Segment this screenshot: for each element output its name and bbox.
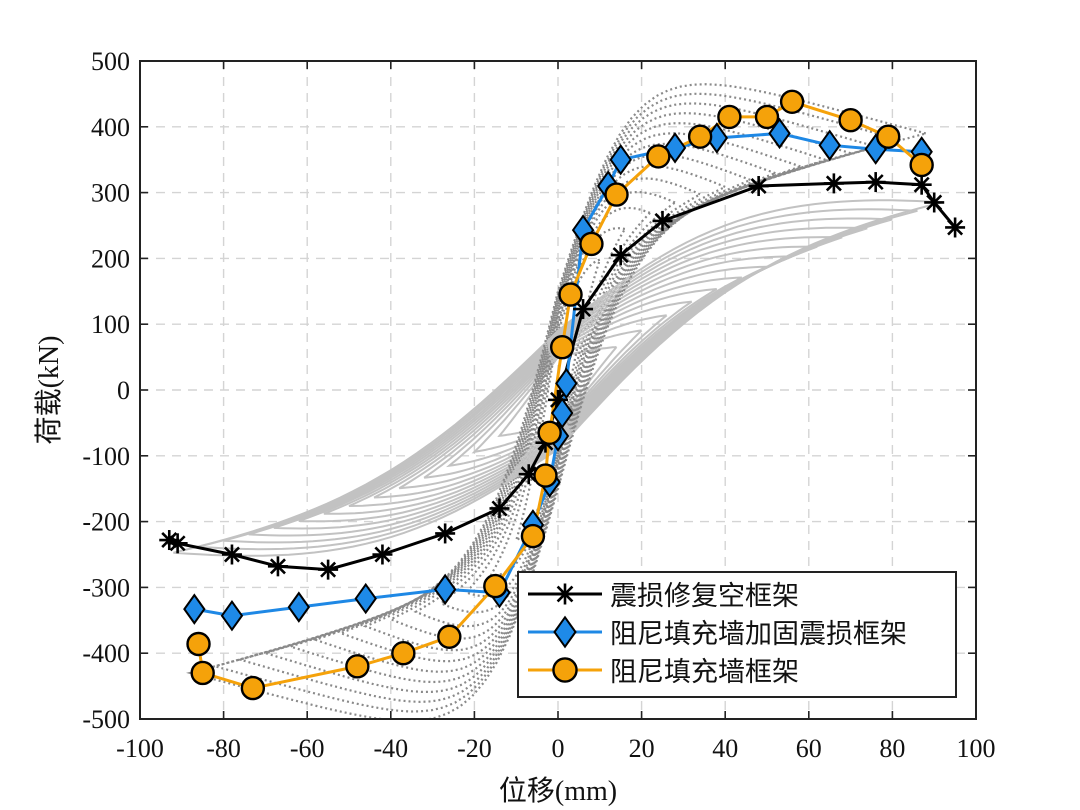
series-2-point [354, 582, 377, 615]
series-1-point [865, 172, 886, 193]
legend-marks [528, 583, 602, 683]
series-1-point [267, 556, 288, 577]
series-1-point [435, 523, 456, 544]
y-tick-label: 400 [91, 113, 130, 142]
hysteresis-loop-dotted [312, 132, 801, 673]
legend: 震损修复空框架 阻尼填充墙加固震损框架 阻尼填充墙框架 [517, 571, 957, 698]
y-axis-label: 荷载(kN) [33, 336, 65, 445]
legend-label-3: 阻尼填充墙框架 [610, 657, 799, 687]
hysteresis-loop [323, 255, 793, 515]
x-tick-label: 80 [879, 734, 905, 763]
series-1-point [652, 210, 673, 231]
legend-label-1: 震损修复空框架 [610, 581, 799, 611]
series-1-point [911, 174, 932, 195]
series-2-point [818, 129, 841, 161]
series-3-point [909, 152, 934, 178]
series-1-point [573, 299, 594, 320]
series-group [159, 89, 966, 701]
hysteresis-loop [445, 314, 668, 468]
hysteresis-loop [173, 199, 943, 557]
legend-marker-1 [554, 583, 576, 605]
y-tick-label: -400 [82, 639, 130, 668]
series-2-point [183, 593, 206, 625]
hysteresis-loop [373, 276, 743, 499]
series-3-point [876, 124, 901, 149]
series-3-point [345, 654, 370, 679]
x-tick-label: 40 [712, 734, 738, 763]
x-tick-label: -40 [373, 734, 408, 763]
x-tick-label: 100 [957, 734, 996, 763]
x-tick-label: 60 [796, 734, 822, 763]
series-2-point [609, 143, 632, 176]
series-1-point [159, 530, 180, 551]
series-3-point [190, 660, 215, 686]
x-tick-label: -20 [457, 734, 492, 763]
series-1-point [610, 245, 631, 266]
series-1-point [221, 544, 242, 565]
legend-marker-2 [553, 615, 577, 649]
series-3-point [240, 675, 266, 701]
hysteresis-loop-dotted [185, 83, 927, 719]
hysteresis-loop-dotted [236, 102, 877, 704]
series-3-point [186, 631, 211, 657]
y-tick-label: -100 [82, 442, 130, 471]
series-1-point [945, 217, 966, 238]
x-tick-label: 20 [629, 734, 655, 763]
axis-ticks: -100 -80 -60 -40 -20 0 20 40 60 80 100-500-400-300… [82, 47, 995, 763]
series-1-point [748, 176, 769, 197]
y-tick-label: -300 [82, 573, 130, 602]
series-1-point [823, 173, 844, 194]
series-3-point [549, 335, 575, 360]
series-line-3 [197, 100, 923, 690]
legend-marker-3 [552, 657, 578, 683]
series-2-point [220, 599, 244, 632]
y-tick-label: -500 [82, 705, 130, 734]
series-2-point [287, 591, 311, 623]
series-3-point [533, 463, 558, 488]
y-tick-label: -200 [82, 508, 130, 537]
y-tick-label: 100 [91, 310, 130, 339]
series-2-point [433, 573, 457, 606]
series-3-point [391, 641, 416, 666]
hysteresis-loop-dotted [438, 191, 676, 614]
hysteresis-loop [398, 288, 718, 490]
y-tick-label: 500 [91, 47, 130, 76]
series-1-point [489, 498, 510, 519]
series-3-point [520, 523, 546, 549]
series-3-point [558, 282, 583, 307]
series-3-point [754, 104, 780, 130]
hysteresis-loop [298, 245, 818, 523]
x-axis-label: 位移(mm) [499, 775, 617, 807]
series-3-point [604, 182, 629, 207]
series-1-point [318, 559, 339, 580]
series-3-point [779, 89, 805, 114]
series-1-point [924, 192, 945, 213]
hysteresis-loop [273, 236, 843, 530]
series-3-point [646, 144, 671, 169]
x-tick-label: -100 [116, 734, 164, 763]
series-3-point [579, 231, 604, 257]
x-tick-label: 0 [552, 734, 565, 763]
series-3-point [537, 420, 562, 445]
series-3-point [437, 624, 462, 649]
series-2-point [768, 117, 791, 150]
y-tick-label: 300 [91, 179, 130, 208]
legend-label-2: 阻尼填充墙加固震损框架 [610, 619, 907, 649]
series-3-point [687, 124, 713, 149]
series-1-point [167, 533, 188, 554]
hysteresis-loop [348, 265, 768, 507]
series-3-point [483, 573, 508, 599]
x-tick-label: -60 [290, 734, 325, 763]
hysteresis-loop-dotted [413, 177, 701, 628]
y-tick-label: 200 [91, 244, 130, 273]
series-3-point [838, 108, 863, 133]
hysteresis-loop-dotted [337, 142, 776, 663]
series-1-point [372, 544, 393, 565]
series-2-point [555, 367, 578, 400]
series-3-point [717, 104, 742, 130]
x-tick-label: -80 [206, 734, 241, 763]
y-tick-label: 0 [117, 376, 130, 405]
series-2-point [550, 397, 574, 429]
